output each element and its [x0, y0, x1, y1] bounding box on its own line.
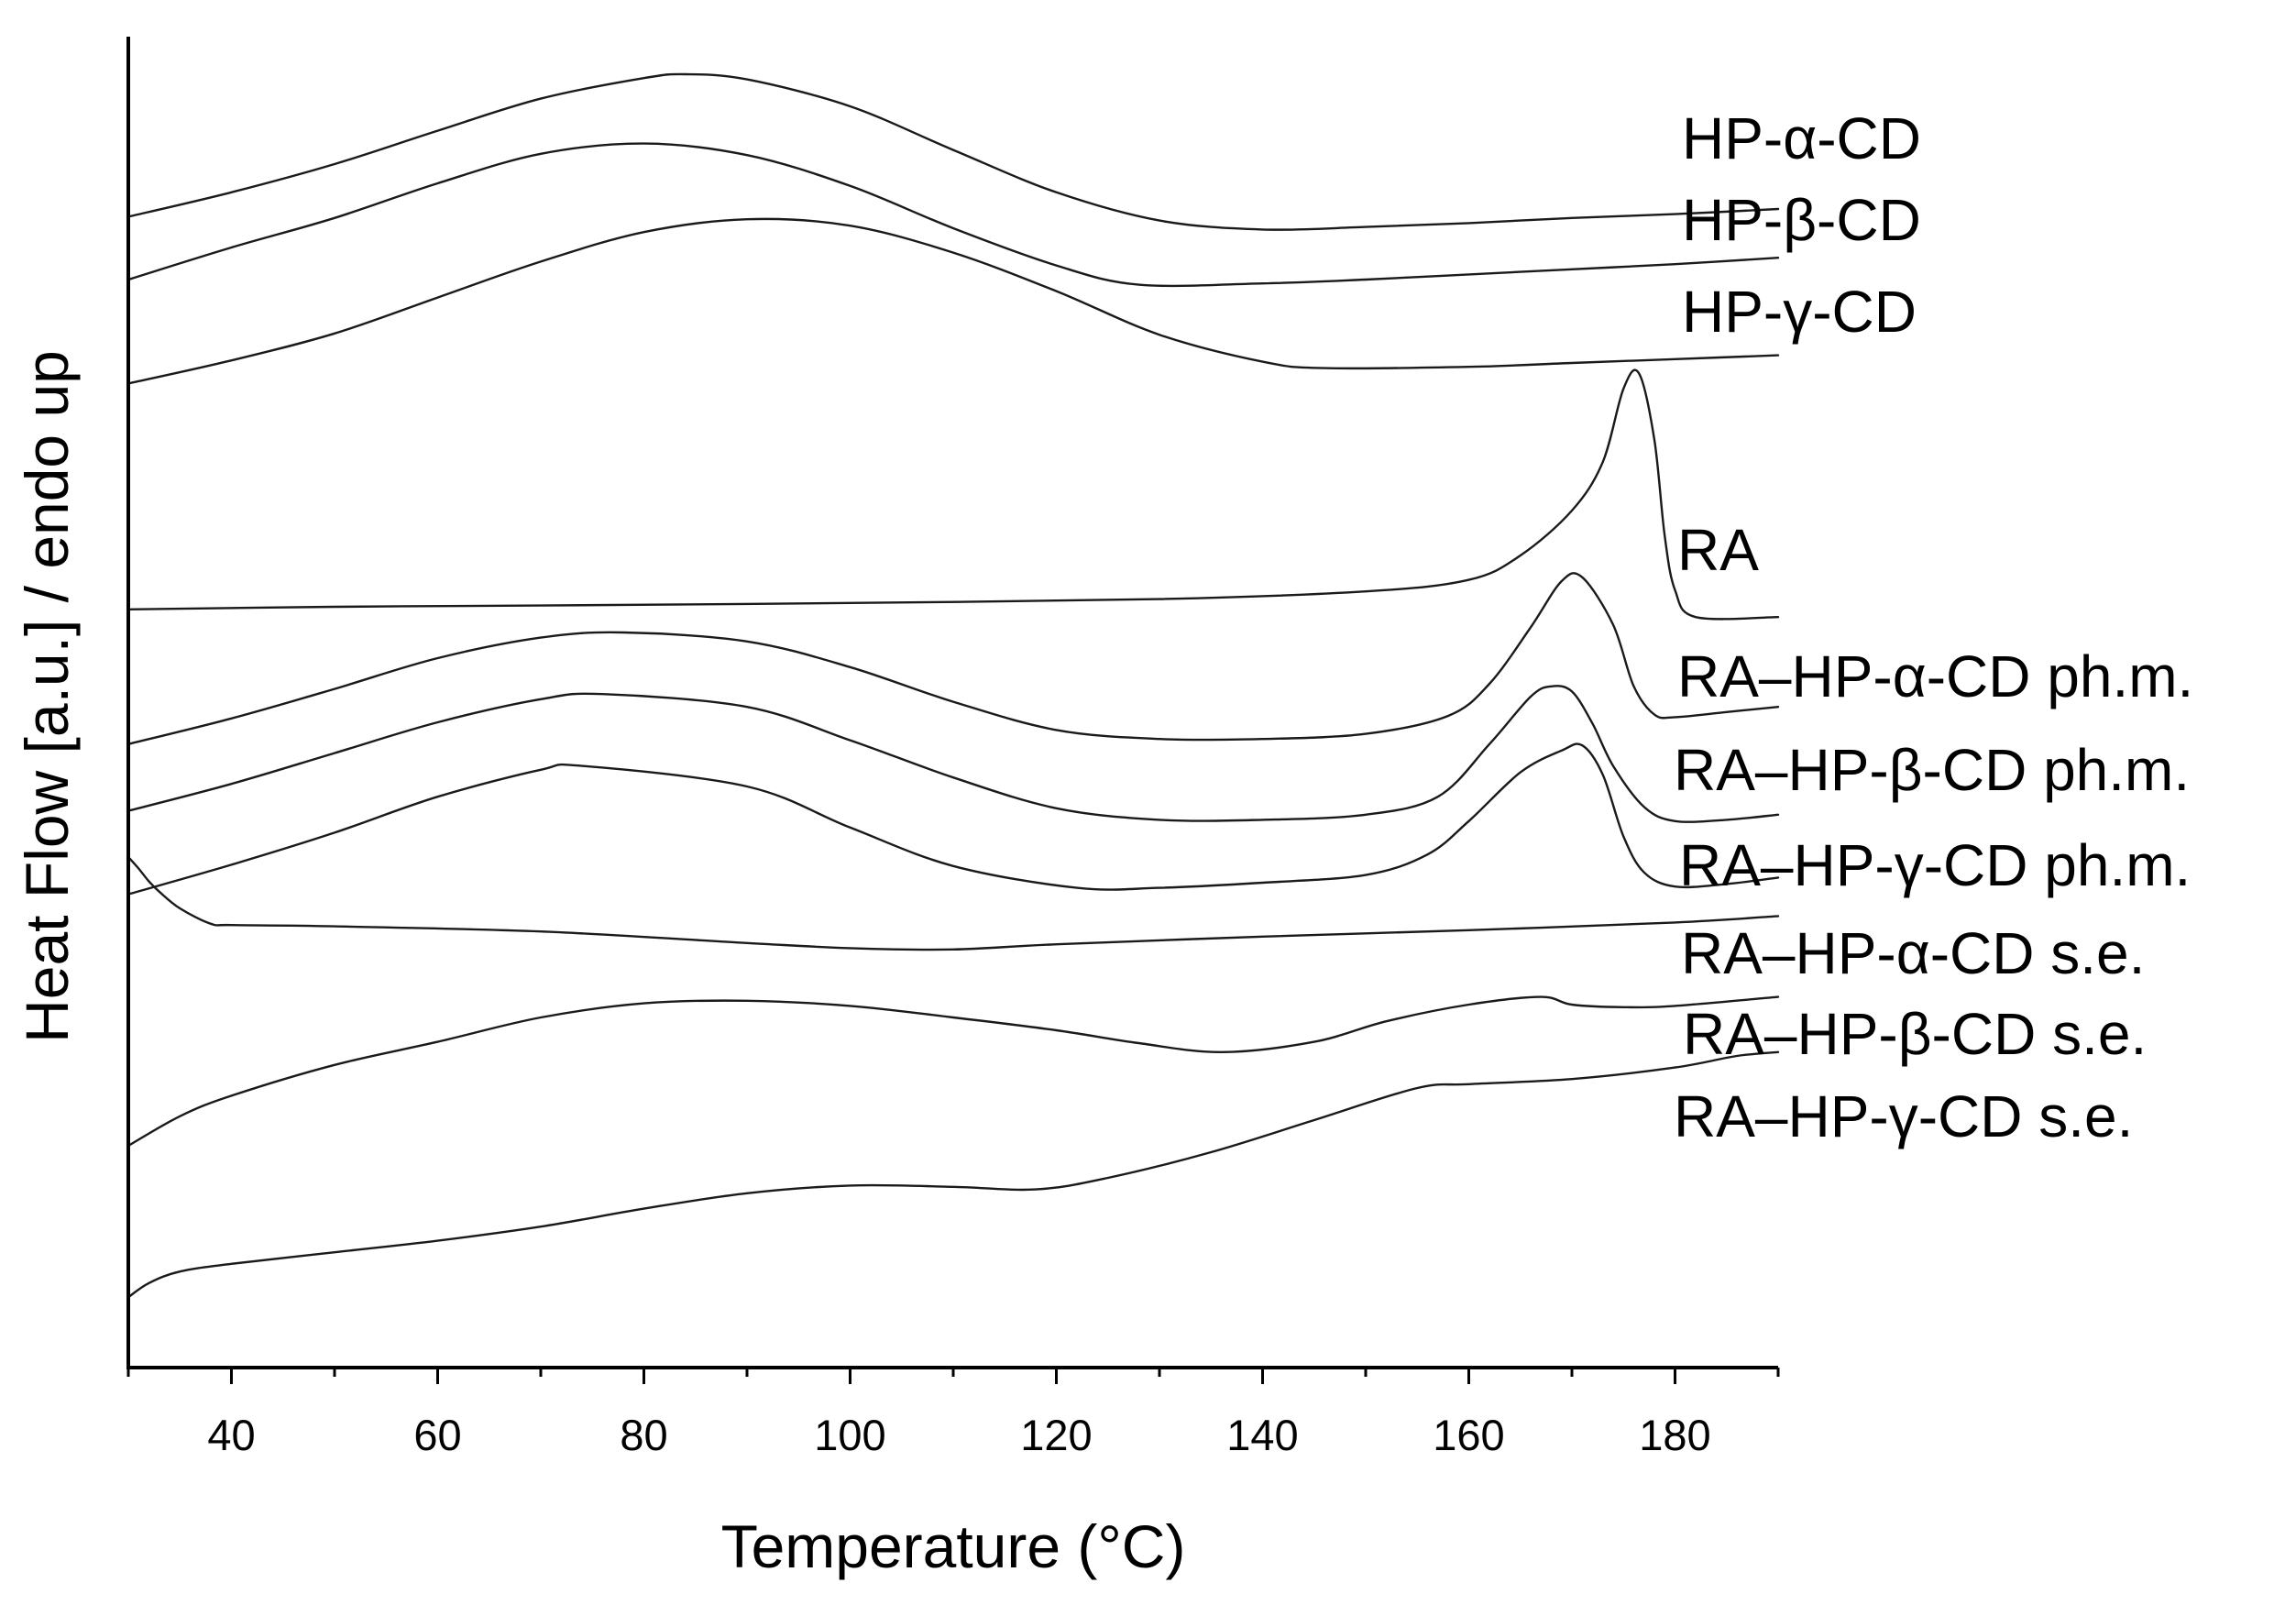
series-curve	[126, 142, 1780, 288]
x-tick-label: 140	[1226, 1411, 1298, 1459]
x-axis-tick-labels: 40 60 80 100 120 140 160 180	[207, 1411, 1710, 1459]
series-label: RA–HP-γ-CD s.e.	[1674, 1083, 2133, 1149]
series-curve	[126, 1050, 1780, 1299]
series-label: RA–HP-α-CD s.e.	[1681, 920, 2145, 986]
x-tick-label: 100	[814, 1411, 885, 1459]
series-label: RA–HP-β-CD ph.m.	[1674, 737, 2190, 803]
series-label: HP-β-CD	[1682, 187, 1921, 253]
x-tick-label: 60	[413, 1411, 461, 1459]
x-tick-label: 80	[620, 1411, 667, 1459]
series-label: HP-α-CD	[1682, 105, 1921, 171]
series-curve	[126, 72, 1780, 231]
series-curve	[126, 685, 1780, 823]
y-axis-label: Heat Flow [a.u.] / endo up	[13, 350, 81, 1043]
x-axis-ticks	[126, 1368, 1780, 1384]
series-labels: HP-α-CD HP-β-CD HP-γ-CD RA RA–HP-α-CD ph.m. R…	[1674, 105, 2193, 1149]
series-curve	[126, 742, 1780, 896]
series-label: RA–HP-γ-CD ph.m.	[1679, 832, 2191, 898]
x-tick-label: 120	[1020, 1411, 1092, 1459]
x-tick-label: 160	[1433, 1411, 1504, 1459]
series-curve	[126, 572, 1780, 745]
x-tick-label: 180	[1639, 1411, 1710, 1459]
series-label: RA	[1677, 517, 1759, 583]
series-curve	[126, 855, 1780, 951]
x-tick-label: 40	[207, 1411, 255, 1459]
series-label: HP-γ-CD	[1682, 279, 1917, 345]
series-label: RA–HP-β-CD s.e.	[1683, 1001, 2147, 1067]
x-axis-label: Temperature (°C)	[721, 1512, 1186, 1580]
series-curve	[126, 368, 1780, 621]
series-label: RA–HP-α-CD ph.m.	[1677, 643, 2193, 709]
series-curves	[126, 72, 1780, 1299]
series-curve	[126, 995, 1780, 1148]
series-curve	[126, 217, 1780, 385]
